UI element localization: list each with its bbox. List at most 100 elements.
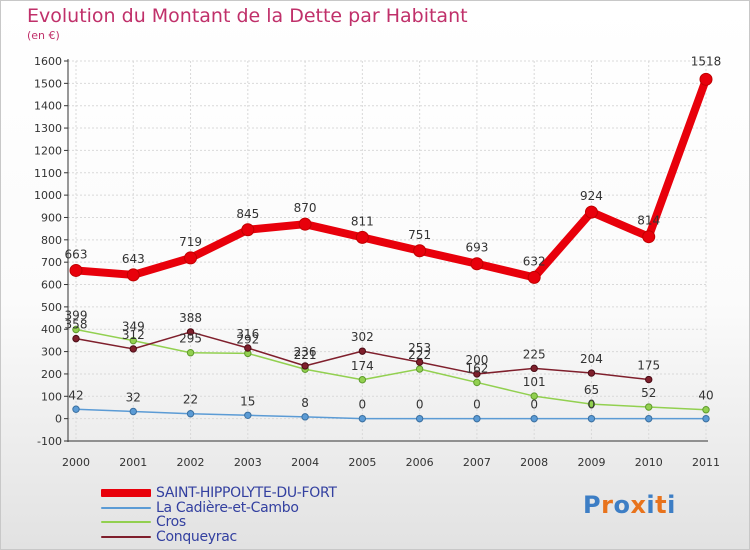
data-point: [126, 268, 140, 282]
y-tick-label: 300: [41, 346, 62, 359]
data-point: [244, 411, 252, 419]
data-label: 0: [530, 398, 538, 412]
x-tick-label: 2001: [119, 456, 147, 469]
data-label: 32: [126, 390, 141, 404]
data-label: 302: [351, 330, 374, 344]
data-point: [186, 328, 195, 336]
x-tick-label: 2011: [692, 456, 720, 469]
y-tick-label: -100: [37, 435, 62, 448]
y-tick-label: 400: [41, 323, 62, 336]
data-point: [587, 400, 596, 408]
data-point: [129, 345, 137, 353]
data-label: 312: [122, 328, 145, 342]
data-label: 222: [408, 348, 431, 362]
y-tick-label: 700: [41, 256, 62, 269]
legend-item: SAINT-HIPPOLYTE-DU-FORT: [101, 485, 421, 501]
data-label: 316: [236, 327, 259, 341]
data-point: [527, 270, 541, 284]
data-point: [72, 325, 80, 334]
data-label: 0: [416, 398, 424, 412]
legend-swatch: [101, 506, 151, 509]
data-point: [241, 223, 255, 237]
logo-letter: x: [630, 491, 647, 519]
data-label: 814: [637, 214, 660, 228]
data-point: [72, 405, 80, 413]
legend-item: Cros: [101, 514, 421, 530]
data-point: [645, 375, 653, 384]
y-tick-label: 1300: [34, 122, 62, 135]
x-tick-label: 2002: [177, 456, 205, 469]
data-point: [415, 365, 424, 373]
x-tick-label: 2005: [348, 456, 376, 469]
y-tick-label: 600: [41, 279, 62, 292]
data-label: 221: [294, 348, 317, 362]
legend-label: SAINT-HIPPOLYTE-DU-FORT: [156, 485, 337, 501]
data-label: 22: [183, 393, 198, 407]
legend-label: Cros: [156, 514, 186, 530]
data-point: [530, 364, 538, 373]
data-label: 42: [68, 388, 83, 402]
logo-letter: o: [613, 491, 631, 519]
data-label: 663: [65, 247, 88, 261]
data-point: [301, 362, 309, 370]
data-label: 253: [408, 341, 431, 355]
legend-label: Conqueyrac: [156, 528, 237, 545]
data-point: [642, 230, 656, 244]
logo-letter: i: [646, 491, 656, 519]
y-tick-label: 200: [41, 368, 62, 381]
data-point: [470, 257, 484, 271]
proxiti-logo: Proxiti: [583, 491, 676, 519]
legend-label: La Cadière-et-Cambo: [156, 499, 299, 516]
data-point: [415, 358, 424, 366]
data-point: [186, 349, 195, 357]
data-label: 52: [641, 386, 656, 400]
data-label: 174: [351, 359, 374, 373]
data-point: [129, 336, 137, 345]
logo-letter: r: [601, 491, 614, 519]
data-label: 399: [65, 308, 88, 322]
data-label: 162: [465, 361, 488, 375]
data-label: 643: [122, 252, 145, 266]
data-point: [358, 414, 367, 423]
data-label: 924: [580, 189, 603, 203]
data-label: 15: [240, 394, 255, 408]
y-tick-label: 800: [41, 234, 62, 247]
data-label: 40: [698, 389, 713, 403]
data-point: [244, 344, 252, 352]
data-label: 632: [523, 254, 546, 268]
chart-subtitle: (en €): [27, 29, 60, 42]
legend: SAINT-HIPPOLYTE-DU-FORT La Cadière-et-Cam…: [101, 485, 421, 545]
data-label: 719: [179, 235, 202, 249]
data-point: [413, 244, 427, 258]
legend-item: Conqueyrac: [101, 528, 421, 545]
data-label: 811: [351, 214, 374, 228]
data-label: 65: [584, 383, 599, 397]
data-label: 225: [523, 347, 546, 361]
x-tick-label: 2007: [463, 456, 491, 469]
x-tick-label: 2010: [635, 456, 663, 469]
data-point: [699, 72, 713, 86]
data-point: [358, 347, 367, 355]
data-label: 349: [122, 320, 145, 334]
y-tick-label: 1600: [34, 55, 62, 68]
data-label: 870: [294, 201, 317, 215]
x-tick-label: 2004: [291, 456, 319, 469]
data-point: [186, 410, 195, 418]
data-point: [587, 369, 596, 377]
data-label: 845: [236, 207, 259, 221]
data-point: [584, 205, 598, 219]
data-label: 175: [637, 359, 660, 373]
data-point: [69, 263, 83, 277]
data-label: 0: [359, 398, 367, 412]
logo-letter: P: [583, 491, 602, 519]
data-point: [702, 406, 710, 414]
data-label: 101: [523, 375, 546, 389]
legend-item: La Cadière-et-Cambo: [101, 499, 421, 516]
data-point: [530, 392, 538, 400]
data-point: [473, 370, 481, 378]
logo-letter: t: [655, 491, 668, 519]
data-point: [473, 378, 481, 387]
data-label: 358: [65, 318, 88, 332]
